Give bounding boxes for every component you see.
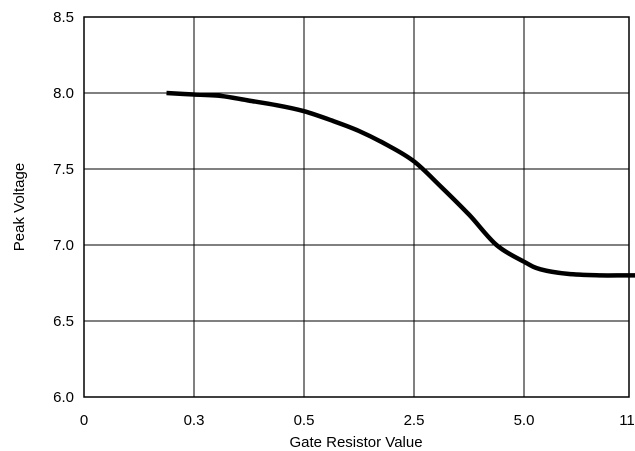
y-tick-label: 6.5 bbox=[53, 313, 74, 330]
peak-voltage-curve bbox=[166, 90, 635, 278]
x-tick-label: 0.3 bbox=[184, 412, 205, 429]
y-tick-label: 8.5 bbox=[53, 9, 74, 26]
grid bbox=[84, 17, 629, 397]
x-tick-label: 0.5 bbox=[294, 412, 315, 429]
y-tick-label: 8.0 bbox=[53, 85, 74, 102]
y-tick-label: 7.5 bbox=[53, 161, 74, 178]
x-axis-label: Gate Resistor Value bbox=[289, 434, 422, 451]
plot-frame bbox=[83, 16, 630, 398]
y-axis-label: Peak Voltage bbox=[11, 163, 28, 251]
x-tick-label: 0 bbox=[80, 412, 88, 429]
y-tick-label: 7.0 bbox=[53, 237, 74, 254]
x-tick-label: 11 bbox=[619, 412, 635, 429]
x-tick-label: 5.0 bbox=[514, 412, 535, 429]
y-tick-label: 6.0 bbox=[53, 389, 74, 406]
tick-labels: 0 0.3 0.5 2.5 5.0 11 6.0 6.5 7.0 7.5 8.0 8.5 bbox=[53, 9, 635, 429]
x-tick-label: 2.5 bbox=[404, 412, 425, 429]
